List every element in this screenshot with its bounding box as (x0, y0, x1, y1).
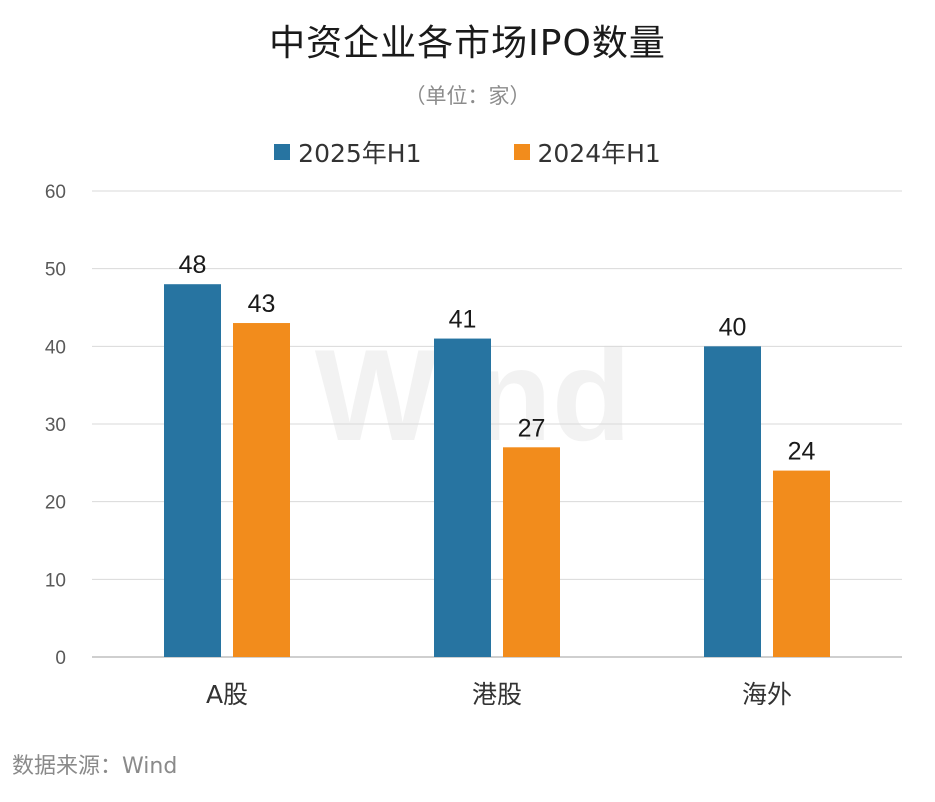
y-tick-label: 60 (45, 182, 66, 203)
chart-subtitle: （单位：家） (404, 84, 531, 108)
bar-2-2 (503, 447, 560, 657)
y-axis-ticks: 0 10 20 30 40 50 60 (45, 182, 66, 669)
data-label: 43 (248, 290, 276, 318)
chart-title: 中资企业各市场IPO数量 (269, 23, 666, 64)
legend-item-series-2: 2024年H1 (513, 134, 661, 170)
y-tick-label: 0 (55, 648, 66, 669)
data-labels: 48 43 41 27 40 24 (179, 251, 816, 465)
y-tick-label: 10 (45, 570, 66, 591)
y-tick-label: 40 (45, 337, 66, 358)
data-label: 41 (449, 306, 477, 334)
bar-1-2 (434, 338, 491, 657)
legend-swatch-series-1 (274, 144, 291, 160)
legend-label-series-2: 2024年H1 (537, 139, 661, 168)
data-label: 40 (719, 313, 747, 341)
data-label: 27 (518, 414, 546, 442)
x-tick-label: 港股 (472, 680, 522, 709)
bar-1-3 (704, 346, 761, 657)
grid-lines (92, 190, 902, 658)
data-label: 48 (179, 251, 207, 279)
legend: 2025年H1 2024年H1 (0, 134, 935, 170)
legend-swatch-series-2 (513, 144, 530, 160)
bar-1-1 (164, 284, 221, 657)
data-label: 24 (788, 438, 816, 466)
y-tick-label: 20 (45, 493, 66, 514)
y-tick-label: 30 (45, 415, 66, 436)
y-tick-label: 50 (45, 260, 66, 281)
legend-item-series-1: 2025年H1 (274, 134, 422, 170)
bar-2-3 (773, 470, 830, 657)
bars (164, 284, 830, 657)
legend-label-series-1: 2025年H1 (298, 139, 422, 168)
x-tick-label: 海外 (742, 680, 792, 709)
bar-2-1 (233, 323, 290, 657)
source-note: 数据来源：Wind (12, 754, 178, 779)
x-tick-label: A股 (206, 680, 248, 709)
x-axis-ticks: A股 港股 海外 (206, 680, 792, 709)
